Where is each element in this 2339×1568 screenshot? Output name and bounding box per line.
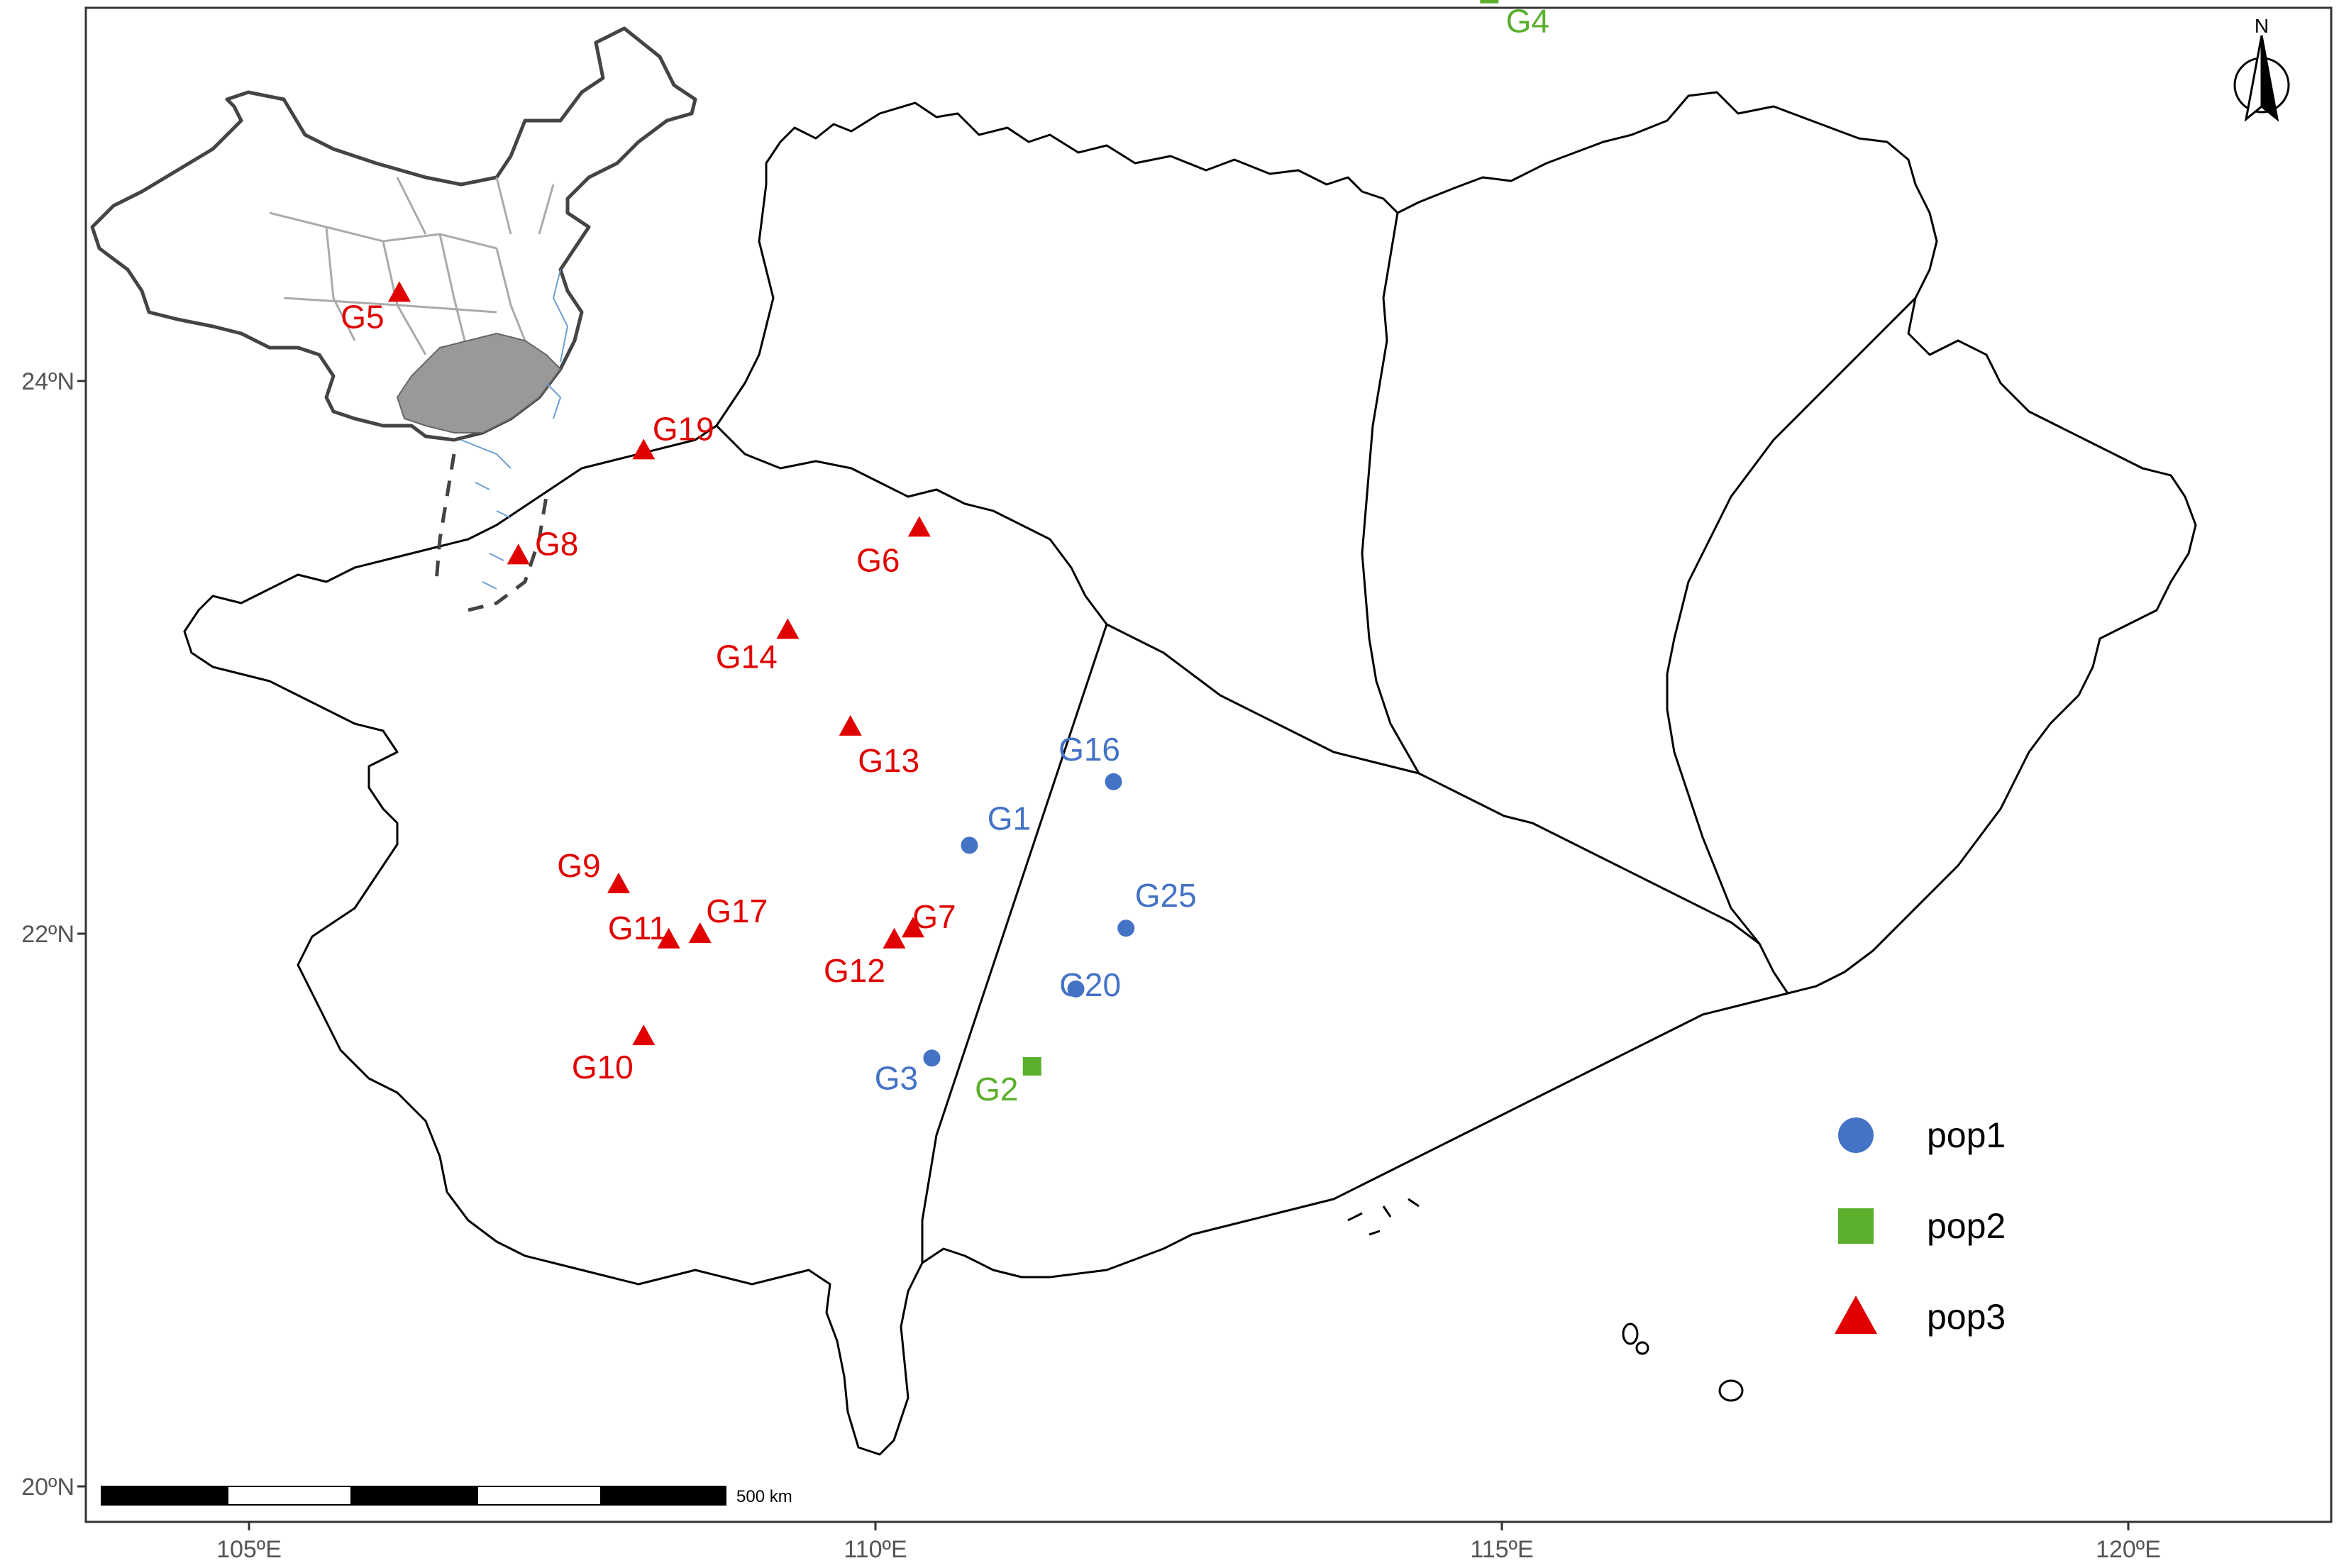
x-axis: 105ºE 110ºE 115ºE 120ºE [216, 1522, 2161, 1563]
sampling-sites: G1G3G16G20G25G2G4G15G21G23G24G26G27G5G6G… [341, 0, 1549, 1108]
site-label-g17: G17 [706, 893, 768, 929]
site-marker-g14 [776, 618, 800, 639]
site-label-g3: G3 [875, 1059, 918, 1096]
site-marker-g25 [1117, 920, 1135, 937]
x-tick-label: 120ºE [2096, 1536, 2161, 1563]
site-marker-g20 [1067, 980, 1085, 998]
site-label-g13: G13 [858, 742, 919, 779]
scale-bar-segment-5 [600, 1486, 726, 1506]
scale-bar-segment-4 [477, 1486, 602, 1506]
map-panel-border [84, 6, 2333, 1523]
legend-key-pop3 [1835, 1296, 1877, 1334]
legend-label-pop1: pop1 [1927, 1115, 2006, 1155]
site-label-g5: G5 [341, 298, 384, 335]
site-label-g10: G10 [572, 1049, 634, 1086]
north-arrow-icon: N [2233, 15, 2290, 122]
border-hunan-guangdong [1106, 623, 1420, 775]
site-label-g4: G4 [1506, 3, 1549, 40]
scale-bar-segment-2 [227, 1486, 352, 1506]
inset-china-map [90, 26, 697, 612]
site-marker-g10 [632, 1025, 656, 1046]
border-guangxi-hunan [715, 424, 1108, 625]
site-marker-g9 [607, 872, 630, 893]
site-label-g19: G19 [653, 410, 714, 447]
border-hunan-jiangxi [1361, 212, 1420, 774]
site-label-g25: G25 [1135, 877, 1197, 914]
site-marker-g16 [1105, 773, 1122, 790]
inset-study-region [396, 332, 562, 434]
inset-internal-borders [269, 177, 555, 355]
site-label-g6: G6 [856, 541, 900, 578]
scale-bar-label: 500 km [736, 1487, 792, 1506]
inset-coast [460, 269, 569, 469]
site-label-g2: G2 [975, 1071, 1018, 1108]
site-label-g8: G8 [535, 525, 578, 562]
legend-label-pop3: pop3 [1927, 1297, 2006, 1337]
inset-nine-dash-line [434, 453, 548, 612]
site-label-g7: G7 [912, 898, 956, 935]
site-marker-g17 [688, 922, 712, 943]
site-marker-g3 [923, 1049, 941, 1067]
border-guangxi-guangdong [921, 624, 1108, 1263]
site-marker-g5 [387, 281, 411, 302]
y-tick-label: 24ºN [21, 368, 74, 395]
site-marker-g12 [883, 927, 906, 949]
site-marker-g6 [907, 516, 931, 537]
site-marker-g7 [901, 917, 924, 938]
site-label-g1: G1 [988, 800, 1031, 837]
island-small-1 [1622, 1323, 1639, 1345]
region-outer-boundary [183, 91, 2197, 1456]
site-label-g9: G9 [557, 847, 600, 884]
site-label-g12: G12 [824, 952, 885, 989]
legend: pop1 pop2 pop3 [1835, 1115, 2006, 1337]
site-marker-g1 [961, 837, 978, 854]
scale-bar-segment-3 [350, 1486, 478, 1506]
scale-bar-segment-1 [101, 1486, 228, 1506]
site-label-g20: G20 [1059, 966, 1121, 1003]
site-marker-g8 [507, 543, 530, 565]
y-tick-label: 22ºN [21, 921, 74, 948]
island-small-2 [1635, 1341, 1649, 1355]
site-marker-g4 [1480, 0, 1499, 4]
x-tick-label: 110ºE [844, 1536, 907, 1563]
site-marker-g2 [1022, 1056, 1041, 1076]
north-arrow-right-half [2260, 35, 2279, 122]
legend-key-pop1 [1838, 1117, 1874, 1153]
inset-south-sea-islands [475, 482, 512, 590]
north-arrow-left-half [2244, 35, 2263, 122]
legend-key-pop2 [1838, 1208, 1874, 1244]
site-label-g14: G14 [716, 639, 778, 675]
province-boundaries [183, 91, 2197, 1456]
x-tick-label: 115ºE [1470, 1536, 1533, 1563]
border-jiangxi-guangdong [1418, 772, 1789, 994]
scale-bar: 500 km [101, 1486, 792, 1506]
legend-label-pop2: pop2 [1927, 1206, 2006, 1246]
inset-china-outline [90, 26, 697, 442]
y-axis: 30ºN28ºN26ºN24ºN22ºN20ºN [21, 368, 86, 1501]
north-label: N [2255, 15, 2269, 37]
site-marker-g19 [632, 438, 656, 460]
island-south [1718, 1379, 1744, 1402]
site-marker-g11 [657, 927, 680, 949]
coastal-islands [1347, 1198, 1420, 1236]
site-label-g11: G11 [608, 910, 668, 946]
site-marker-g13 [839, 714, 862, 736]
border-jiangxi-fujian [1666, 297, 1917, 944]
site-label-g16: G16 [1058, 731, 1120, 768]
x-tick-label: 105ºE [216, 1536, 282, 1563]
y-tick-label: 20ºN [21, 1474, 74, 1501]
